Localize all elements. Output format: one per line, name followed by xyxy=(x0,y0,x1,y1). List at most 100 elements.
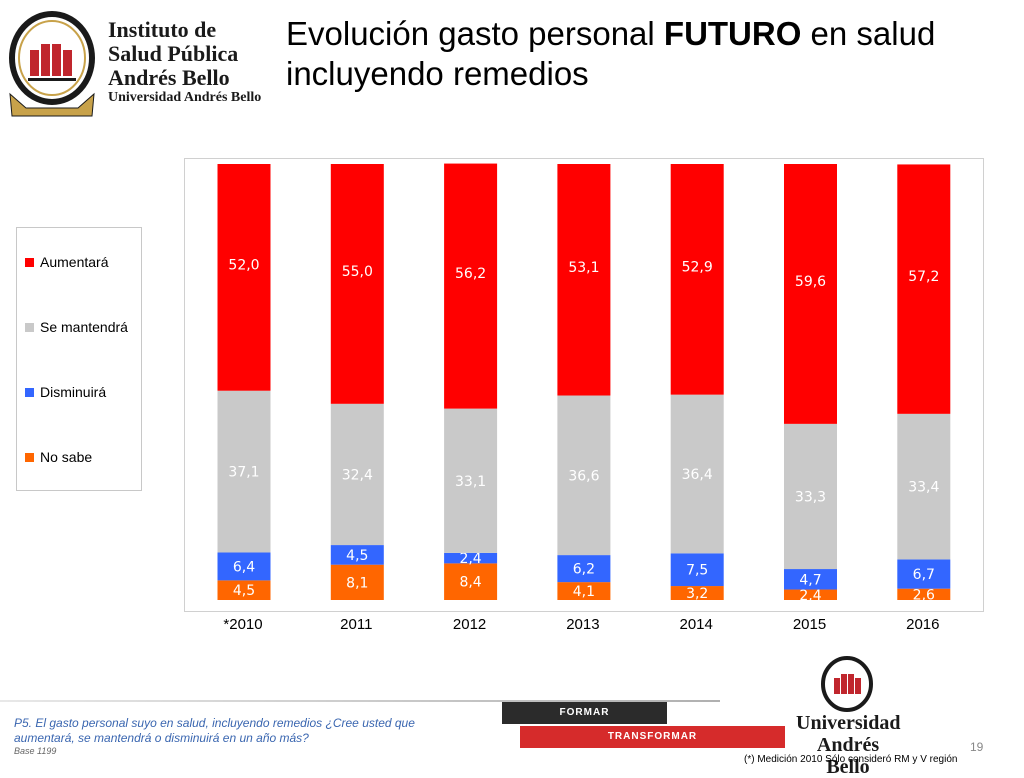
bar-disminuira-2016 xyxy=(897,559,951,589)
bar-no-sabe-2015 xyxy=(784,589,837,600)
footnote: (*) Medición 2010 Sólo consideró RM y V … xyxy=(744,754,958,765)
data-label-disminuira-2013: 6,2 xyxy=(573,562,595,578)
title-part2: en salud incluyendo remedios xyxy=(286,15,936,92)
university-name: Universidad Andrés Bello xyxy=(796,712,901,778)
bar-no-sabe-2012 xyxy=(444,563,498,600)
legend-item-aumentara: Aumentará xyxy=(25,254,108,270)
data-label-no-sabe-2011: 8,1 xyxy=(346,575,368,591)
survey-base: Base 1199 xyxy=(14,746,57,756)
bar-aumentara-2011 xyxy=(330,164,384,404)
x-tick-label-2013: 2013 xyxy=(566,616,600,633)
data-label-se-mantendra-2016: 33,4 xyxy=(908,480,939,496)
legend-swatch-aumentara xyxy=(25,257,34,267)
bar-disminuira-2013 xyxy=(557,555,611,583)
data-label-disminuira--2010: 6,4 xyxy=(233,559,255,575)
transformar-banner: TRANSFORMAR xyxy=(520,726,785,748)
bar-se-mantendra--2010 xyxy=(217,390,271,553)
bar-disminuira-2012 xyxy=(444,552,498,564)
bar-disminuira-2011 xyxy=(330,545,384,565)
bar-se-mantendra-2015 xyxy=(784,423,837,570)
bar-disminuira-2015 xyxy=(784,569,837,590)
data-label-se-mantendra--2010: 37,1 xyxy=(228,465,259,481)
bar-aumentara-2013 xyxy=(557,164,611,396)
x-tick-label-2015: 2015 xyxy=(792,616,827,633)
university-logo xyxy=(792,656,902,746)
institute-university: Universidad Andrés Bello xyxy=(108,90,262,105)
stacked-bar-chart: 4,5 6,4 37,1 52,0 8,1 4,5 32,4 55,0 8,4 2,4 33,1 56… xyxy=(184,158,984,612)
bar-no-sabe--2010 xyxy=(217,580,271,600)
bar-se-mantendra-2014 xyxy=(670,394,724,554)
institute-seal-icon xyxy=(9,11,95,117)
bar-se-mantendra-2012 xyxy=(444,408,498,553)
data-label-no-sabe-2012: 8,4 xyxy=(459,575,481,591)
legend-label-se-mantendra: Se mantendrá xyxy=(40,319,128,335)
legend-item-no-sabe: No sabe xyxy=(25,449,92,465)
data-label-aumentara-2014: 52,9 xyxy=(682,259,713,275)
data-label-no-sabe-2015: 2,4 xyxy=(799,588,821,604)
page-title: Evolución gasto personal FUTURO en salud… xyxy=(286,14,1006,94)
bar-aumentara-2012 xyxy=(444,163,498,409)
title-part1: Evolución gasto personal xyxy=(286,15,664,52)
data-label-disminuira-2012: 2,4 xyxy=(459,551,481,567)
bar-no-sabe-2013 xyxy=(557,582,611,600)
x-tick-label-2016: 2016 xyxy=(906,616,940,633)
legend-label-disminuira: Disminuirá xyxy=(40,384,107,400)
title-emphasis: FUTURO xyxy=(663,15,802,52)
page-number: 19 xyxy=(970,740,984,754)
bar-se-mantendra-2013 xyxy=(557,395,611,556)
data-label-disminuira-2011: 4,5 xyxy=(346,548,368,564)
data-label-aumentara-2016: 57,2 xyxy=(908,269,939,285)
data-label-aumentara-2012: 56,2 xyxy=(455,266,486,282)
data-label-aumentara-2015: 59,6 xyxy=(795,274,826,290)
chart-plot: 4,5 6,4 37,1 52,0 8,1 4,5 32,4 55,0 8,4 2,4 33,1 56… xyxy=(217,163,951,604)
chart-legend: Aumentará Se mantendrá Disminuirá No sab… xyxy=(16,227,142,491)
survey-question: P5. El gasto personal suyo en salud, inc… xyxy=(14,716,415,745)
legend-label-no-sabe: No sabe xyxy=(40,449,93,465)
bar-se-mantendra-2016 xyxy=(897,413,951,560)
bar-se-mantendra-2011 xyxy=(330,403,384,546)
data-label-disminuira-2014: 7,5 xyxy=(686,563,708,579)
institute-name-line1: Instituto de xyxy=(108,17,217,42)
bar-disminuira-2014 xyxy=(670,553,724,587)
data-label-se-mantendra-2013: 36,6 xyxy=(568,468,599,484)
legend-item-se-mantendra: Se mantendrá xyxy=(25,319,128,335)
data-label-se-mantendra-2011: 32,4 xyxy=(342,467,373,483)
bar-no-sabe-2011 xyxy=(330,564,384,600)
formar-banner: FORMAR xyxy=(502,702,667,724)
data-label-disminuira-2016: 6,7 xyxy=(913,567,935,583)
institute-logo xyxy=(6,8,276,120)
legend-swatch-no-sabe xyxy=(25,452,34,462)
institute-name-line3: Andrés Bello xyxy=(108,65,230,90)
institute-name: Instituto de Salud Pública Andrés Bello xyxy=(108,18,238,90)
university-seal-icon xyxy=(821,656,873,712)
data-label-se-mantendra-2015: 33,3 xyxy=(795,489,826,505)
data-label-disminuira-2015: 4,7 xyxy=(799,572,821,588)
bar-disminuira--2010 xyxy=(217,552,271,581)
x-tick-label-2011: 2011 xyxy=(340,616,373,633)
data-label-aumentara-2011: 55,0 xyxy=(342,264,373,280)
institute-name-line2: Salud Pública xyxy=(108,41,239,66)
x-tick-label--2010: *2010 xyxy=(223,616,263,633)
data-label-no-sabe-2014: 3,2 xyxy=(686,586,708,602)
bar-no-sabe-2014 xyxy=(670,586,724,600)
x-tick-label-2014: 2014 xyxy=(679,616,713,633)
legend-swatch-se-mantendra xyxy=(25,322,34,332)
bar-aumentara-2015 xyxy=(784,164,837,424)
legend-swatch-disminuira xyxy=(25,387,34,397)
data-label-aumentara--2010: 52,0 xyxy=(228,257,259,273)
x-tick-label-2012: 2012 xyxy=(452,616,487,633)
legend-label-aumentara: Aumentará xyxy=(40,254,109,270)
x-axis-labels: *2010 2011 2012 2013 2014 2015 2016 xyxy=(184,612,984,642)
footer-divider xyxy=(0,700,720,702)
data-label-no-sabe-2016: 2,6 xyxy=(913,587,935,603)
legend-item-disminuira: Disminuirá xyxy=(25,384,106,400)
data-label-se-mantendra-2012: 33,1 xyxy=(455,474,486,490)
bar-aumentara-2016 xyxy=(897,164,951,414)
data-label-no-sabe--2010: 4,5 xyxy=(233,583,255,599)
bar-aumentara--2010 xyxy=(217,164,271,391)
bar-aumentara-2014 xyxy=(670,164,724,395)
bar-no-sabe-2016 xyxy=(897,588,951,600)
data-label-no-sabe-2013: 4,1 xyxy=(573,584,595,600)
data-label-se-mantendra-2014: 36,4 xyxy=(682,467,713,483)
data-label-aumentara-2013: 53,1 xyxy=(568,260,599,276)
